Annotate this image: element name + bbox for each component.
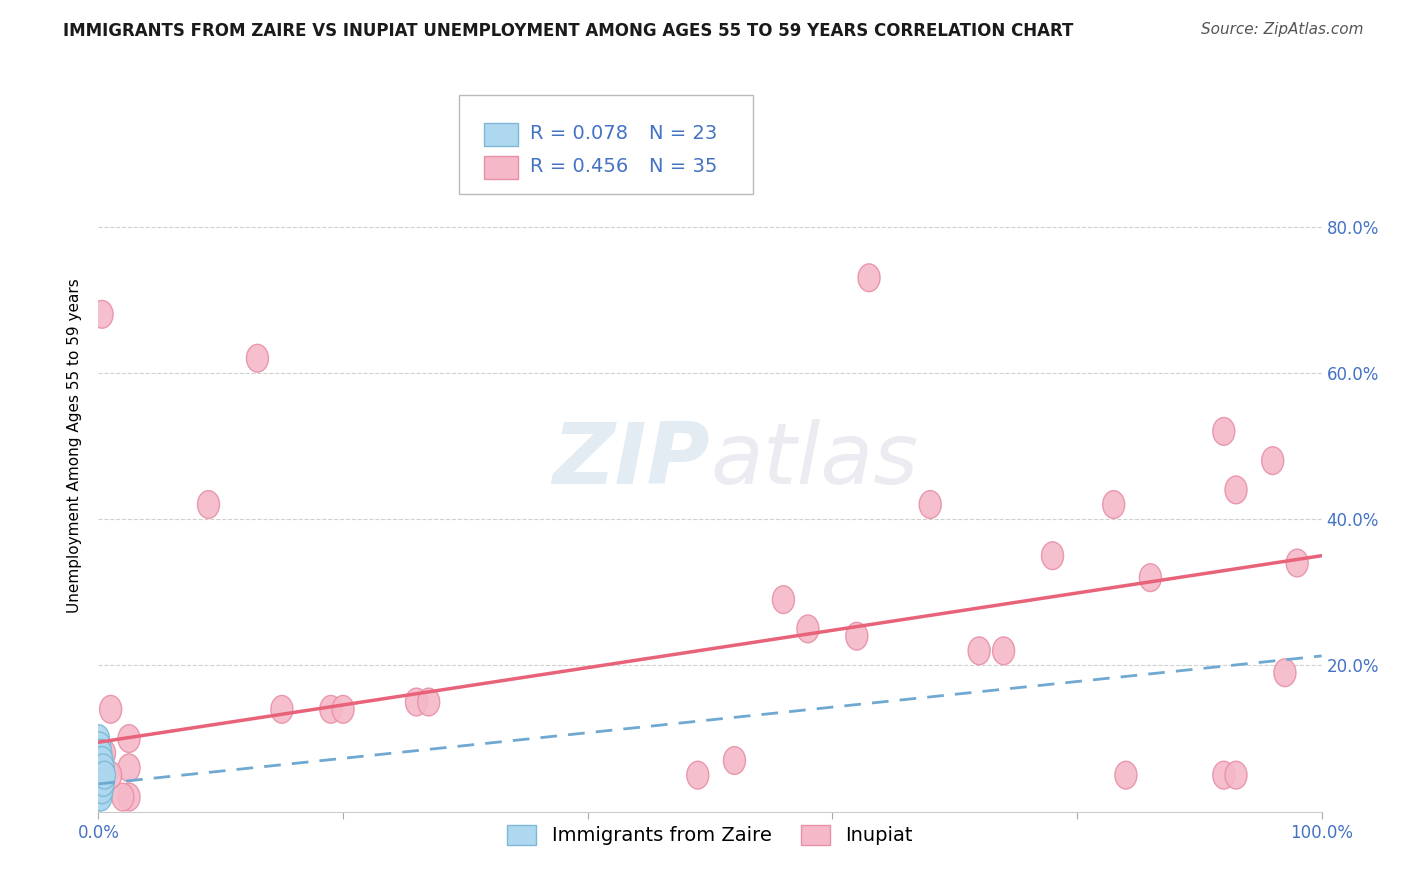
Text: atlas: atlas [710,419,918,502]
Ellipse shape [93,754,114,781]
Ellipse shape [846,623,868,650]
Ellipse shape [87,769,110,797]
Text: R = 0.456: R = 0.456 [530,157,628,176]
Ellipse shape [1042,541,1063,570]
Ellipse shape [332,696,354,723]
Ellipse shape [89,761,111,789]
Text: Source: ZipAtlas.com: Source: ZipAtlas.com [1201,22,1364,37]
Ellipse shape [1225,761,1247,789]
Ellipse shape [1115,761,1137,789]
Y-axis label: Unemployment Among Ages 55 to 59 years: Unemployment Among Ages 55 to 59 years [67,278,83,614]
Ellipse shape [1261,447,1284,475]
Ellipse shape [91,776,112,804]
Ellipse shape [1213,417,1234,445]
Ellipse shape [89,732,111,760]
Ellipse shape [90,739,112,767]
FancyBboxPatch shape [484,123,517,146]
Ellipse shape [89,769,111,797]
Ellipse shape [246,344,269,372]
FancyBboxPatch shape [460,95,752,194]
Ellipse shape [100,761,122,789]
Ellipse shape [858,264,880,292]
Ellipse shape [418,688,440,716]
Ellipse shape [686,761,709,789]
Ellipse shape [89,747,111,774]
Ellipse shape [91,301,112,328]
Ellipse shape [89,776,111,804]
Ellipse shape [1274,659,1296,687]
Ellipse shape [1286,549,1308,577]
Ellipse shape [197,491,219,518]
Ellipse shape [319,696,342,723]
Ellipse shape [87,724,110,753]
Text: R = 0.078: R = 0.078 [530,124,628,144]
Ellipse shape [1225,476,1247,504]
Ellipse shape [1213,761,1234,789]
FancyBboxPatch shape [484,155,517,179]
Ellipse shape [772,586,794,614]
Text: ZIP: ZIP [553,419,710,502]
Legend: Immigrants from Zaire, Inupiat: Immigrants from Zaire, Inupiat [499,817,921,854]
Ellipse shape [920,491,941,518]
Ellipse shape [118,754,141,781]
Ellipse shape [94,761,115,789]
Ellipse shape [93,769,114,797]
Ellipse shape [969,637,990,665]
Ellipse shape [87,754,110,781]
Ellipse shape [118,783,141,811]
Ellipse shape [91,747,112,774]
Text: N = 23: N = 23 [648,124,717,144]
Ellipse shape [87,747,110,774]
Ellipse shape [91,761,112,789]
Text: N = 35: N = 35 [648,157,717,176]
Ellipse shape [87,776,110,804]
Ellipse shape [118,724,141,753]
Ellipse shape [94,739,115,767]
Ellipse shape [87,783,110,811]
Ellipse shape [87,739,110,767]
Ellipse shape [993,637,1015,665]
Ellipse shape [90,769,112,797]
Ellipse shape [87,761,110,789]
Ellipse shape [405,688,427,716]
Ellipse shape [90,754,112,781]
Ellipse shape [1102,491,1125,518]
Text: IMMIGRANTS FROM ZAIRE VS INUPIAT UNEMPLOYMENT AMONG AGES 55 TO 59 YEARS CORRELAT: IMMIGRANTS FROM ZAIRE VS INUPIAT UNEMPLO… [63,22,1074,40]
Ellipse shape [100,696,122,723]
Ellipse shape [1139,564,1161,591]
Ellipse shape [112,783,134,811]
Ellipse shape [271,696,292,723]
Ellipse shape [797,615,818,643]
Ellipse shape [90,783,112,811]
Ellipse shape [724,747,745,774]
